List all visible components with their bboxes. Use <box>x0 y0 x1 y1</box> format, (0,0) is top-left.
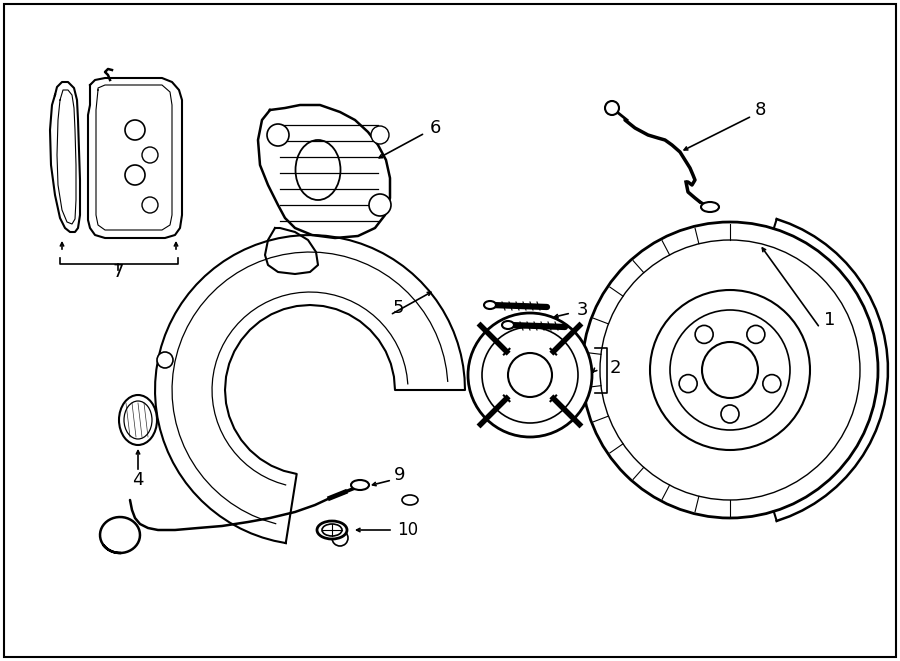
Ellipse shape <box>701 202 719 212</box>
Ellipse shape <box>351 480 369 490</box>
Text: 6: 6 <box>429 119 441 137</box>
Circle shape <box>267 124 289 146</box>
Circle shape <box>468 313 592 437</box>
Circle shape <box>680 375 698 393</box>
Polygon shape <box>50 82 80 232</box>
Circle shape <box>582 222 878 518</box>
Ellipse shape <box>402 495 418 505</box>
Polygon shape <box>88 78 182 238</box>
Circle shape <box>371 126 389 144</box>
Circle shape <box>721 405 739 423</box>
Polygon shape <box>265 228 318 274</box>
Polygon shape <box>258 105 390 238</box>
Text: 9: 9 <box>394 466 406 484</box>
Circle shape <box>763 375 781 393</box>
Polygon shape <box>155 235 465 543</box>
Circle shape <box>605 101 619 115</box>
Text: 4: 4 <box>132 471 144 489</box>
Circle shape <box>650 290 810 450</box>
Circle shape <box>695 325 713 344</box>
Circle shape <box>369 194 391 216</box>
Text: 5: 5 <box>392 299 404 317</box>
Ellipse shape <box>317 521 347 539</box>
Text: 1: 1 <box>824 311 836 329</box>
Text: 8: 8 <box>754 101 766 119</box>
Circle shape <box>747 325 765 344</box>
Circle shape <box>157 352 173 368</box>
Text: 10: 10 <box>398 521 418 539</box>
Text: 7: 7 <box>112 263 124 281</box>
Ellipse shape <box>119 395 157 445</box>
Text: 2: 2 <box>609 359 621 377</box>
Ellipse shape <box>502 321 514 329</box>
Circle shape <box>332 530 348 546</box>
Text: 3: 3 <box>576 301 588 319</box>
Ellipse shape <box>484 301 496 309</box>
